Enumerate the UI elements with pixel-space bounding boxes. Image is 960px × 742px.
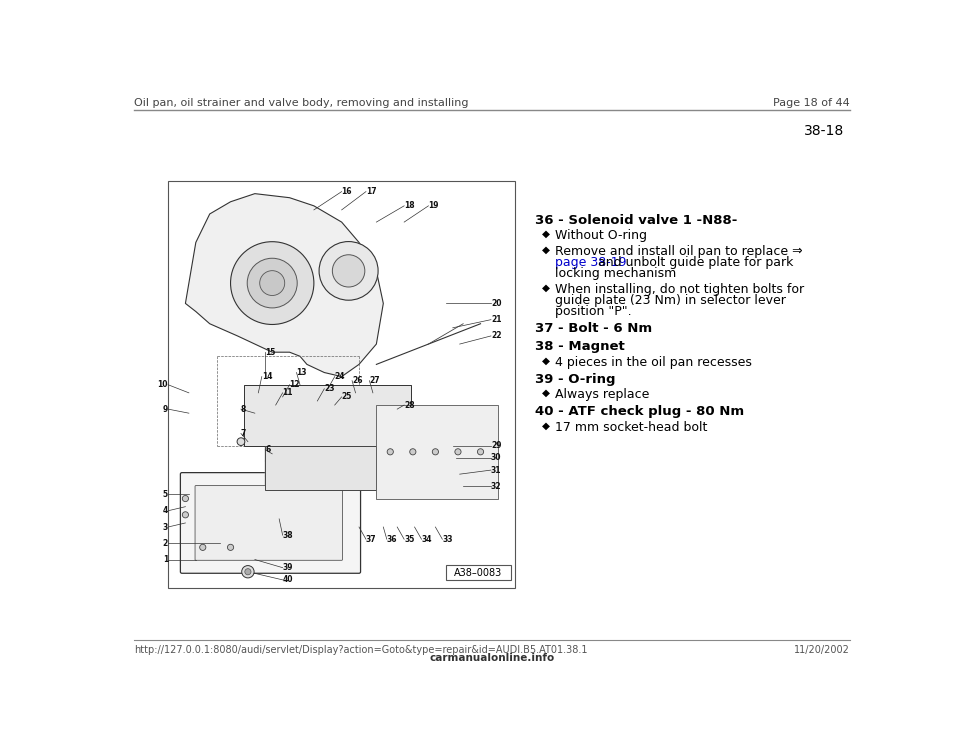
Circle shape	[332, 255, 365, 287]
Text: 37 - Bolt - 6 Nm: 37 - Bolt - 6 Nm	[535, 322, 652, 335]
Circle shape	[242, 565, 254, 578]
Bar	[168, 182, 516, 588]
Text: 6: 6	[265, 445, 271, 454]
Circle shape	[200, 545, 205, 551]
Text: carmanualonline.info: carmanualonline.info	[429, 653, 555, 663]
Text: 4: 4	[163, 506, 168, 515]
Text: A38–0083: A38–0083	[454, 568, 502, 577]
Text: 32: 32	[491, 482, 501, 491]
Text: Without O-ring: Without O-ring	[555, 229, 647, 242]
Circle shape	[248, 258, 298, 308]
Text: 27: 27	[370, 376, 380, 385]
Text: Remove and install oil pan to replace ⇒: Remove and install oil pan to replace ⇒	[555, 245, 803, 257]
Text: position "P".: position "P".	[555, 305, 632, 318]
Text: 35: 35	[404, 535, 415, 544]
Text: 26: 26	[352, 376, 363, 385]
Circle shape	[410, 449, 416, 455]
Text: 17 mm socket-head bolt: 17 mm socket-head bolt	[555, 421, 708, 433]
Text: 10: 10	[157, 380, 168, 390]
Text: When installing, do not tighten bolts for: When installing, do not tighten bolts fo…	[555, 283, 804, 296]
Text: 4 pieces in the oil pan recesses: 4 pieces in the oil pan recesses	[555, 356, 752, 369]
Text: 29: 29	[491, 441, 501, 450]
FancyBboxPatch shape	[195, 485, 343, 560]
Text: guide plate (23 Nm) in selector lever: guide plate (23 Nm) in selector lever	[555, 294, 785, 307]
Text: 24: 24	[335, 372, 346, 381]
Text: page 38-19: page 38-19	[555, 256, 626, 269]
Circle shape	[477, 449, 484, 455]
Text: 18: 18	[404, 201, 415, 210]
FancyBboxPatch shape	[265, 446, 376, 490]
Text: and unbolt guide plate for park: and unbolt guide plate for park	[594, 256, 793, 269]
Text: ◆: ◆	[542, 421, 550, 430]
Text: 15: 15	[265, 348, 276, 357]
FancyBboxPatch shape	[245, 384, 411, 446]
Text: 1: 1	[163, 555, 168, 564]
Text: ◆: ◆	[542, 245, 550, 255]
Text: 3: 3	[163, 522, 168, 531]
Circle shape	[387, 449, 394, 455]
Text: 30: 30	[491, 453, 501, 462]
Text: 40 - ATF check plug - 80 Nm: 40 - ATF check plug - 80 Nm	[535, 405, 744, 418]
Text: 5: 5	[163, 490, 168, 499]
Text: ◆: ◆	[542, 388, 550, 398]
Text: ◆: ◆	[542, 356, 550, 366]
Circle shape	[228, 545, 233, 551]
Text: 34: 34	[421, 535, 432, 544]
Text: 39 - O-ring: 39 - O-ring	[535, 372, 615, 386]
Text: 7: 7	[241, 429, 247, 438]
Text: 23: 23	[324, 384, 335, 393]
Text: 38: 38	[282, 531, 293, 539]
Text: 22: 22	[491, 332, 501, 341]
Text: ◆: ◆	[542, 229, 550, 239]
Text: 11/20/2002: 11/20/2002	[794, 645, 850, 655]
Text: 38 - Magnet: 38 - Magnet	[535, 341, 624, 353]
Circle shape	[432, 449, 439, 455]
Text: 28: 28	[404, 401, 415, 410]
Circle shape	[182, 512, 188, 518]
Text: 2: 2	[163, 539, 168, 548]
Text: 8: 8	[241, 404, 247, 413]
Text: 36: 36	[387, 535, 397, 544]
Text: 40: 40	[282, 575, 293, 585]
Circle shape	[455, 449, 461, 455]
Text: 39: 39	[282, 563, 293, 572]
Circle shape	[237, 438, 245, 445]
Text: 36 - Solenoid valve 1 -N88-: 36 - Solenoid valve 1 -N88-	[535, 214, 737, 227]
Text: http://127.0.0.1:8080/audi/servlet/Display?action=Goto&type=repair&id=AUDI.B5.AT: http://127.0.0.1:8080/audi/servlet/Displ…	[134, 645, 588, 655]
Text: 20: 20	[491, 299, 501, 308]
Text: 25: 25	[342, 393, 352, 401]
Circle shape	[260, 271, 285, 295]
Text: ◆: ◆	[542, 283, 550, 292]
FancyBboxPatch shape	[180, 473, 361, 574]
FancyBboxPatch shape	[376, 405, 498, 499]
Circle shape	[182, 496, 188, 502]
Text: 13: 13	[297, 368, 307, 377]
Text: 17: 17	[366, 187, 376, 196]
Text: 12: 12	[290, 380, 300, 390]
Text: 38-18: 38-18	[804, 124, 845, 138]
Text: 11: 11	[282, 388, 293, 398]
Circle shape	[319, 242, 378, 301]
Text: locking mechanism: locking mechanism	[555, 267, 676, 280]
Text: 9: 9	[163, 404, 168, 413]
Bar	[445, 565, 511, 580]
Text: Always replace: Always replace	[555, 388, 649, 401]
Text: 16: 16	[342, 187, 352, 196]
Polygon shape	[185, 194, 383, 377]
Text: Page 18 of 44: Page 18 of 44	[774, 98, 850, 108]
Text: 19: 19	[428, 201, 439, 210]
Text: 31: 31	[491, 465, 501, 475]
Text: 33: 33	[443, 535, 453, 544]
Text: 37: 37	[366, 535, 376, 544]
Circle shape	[230, 242, 314, 324]
Text: Oil pan, oil strainer and valve body, removing and installing: Oil pan, oil strainer and valve body, re…	[134, 98, 468, 108]
Circle shape	[245, 568, 251, 575]
Text: 14: 14	[262, 372, 273, 381]
Text: 21: 21	[491, 315, 501, 324]
